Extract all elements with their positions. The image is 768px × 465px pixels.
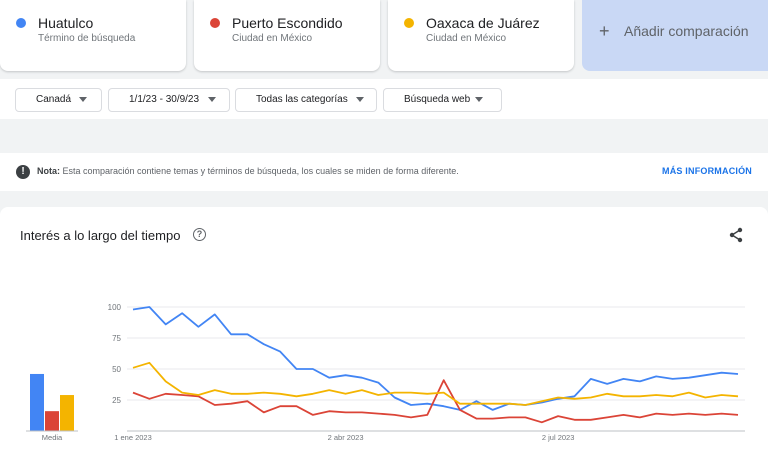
- x-tick-label: 1 ene 2023: [114, 433, 152, 442]
- note-body: Esta comparación contiene temas y términ…: [62, 166, 459, 176]
- term-subtitle: Término de búsqueda: [38, 33, 136, 44]
- term-name: Oaxaca de Juárez: [426, 15, 540, 31]
- category-dropdown[interactable]: Todas las categorías: [235, 88, 377, 112]
- y-tick-label: 25: [112, 396, 121, 405]
- dropdown-arrow-icon: [475, 97, 483, 102]
- average-label: Media: [42, 433, 63, 442]
- add-comparison-button[interactable]: + Añadir comparación: [582, 0, 768, 71]
- interest-over-time-panel: Interés a lo largo del tiempo ? 100 75 50 2…: [0, 207, 768, 465]
- x-tick-label: 2 abr 2023: [328, 433, 364, 442]
- y-tick-label: 100: [108, 303, 122, 312]
- series-color-dot: [210, 18, 220, 28]
- date-range-dropdown[interactable]: 1/1/23 - 30/9/23: [108, 88, 230, 112]
- add-comparison-label: Añadir comparación: [624, 23, 749, 39]
- search-type-value: Búsqueda web: [404, 94, 471, 105]
- region-dropdown[interactable]: Canadá: [15, 88, 102, 112]
- series-color-dot: [404, 18, 414, 28]
- search-type-dropdown[interactable]: Búsqueda web: [383, 88, 502, 112]
- dropdown-arrow-icon: [356, 97, 364, 102]
- series-line: [132, 361, 739, 406]
- plus-icon: +: [599, 21, 610, 41]
- note-label: Nota:: [37, 166, 60, 176]
- term-name: Puerto Escondido: [232, 15, 343, 31]
- term-card-oaxaca[interactable]: Oaxaca de Juárez Ciudad en México: [388, 0, 574, 71]
- dropdown-arrow-icon: [79, 97, 87, 102]
- interest-chart[interactable]: 100 75 50 25 1 ene 2023 2 abr 2023 2 jul 2023 M…: [0, 207, 768, 465]
- term-name: Huatulco: [38, 15, 94, 31]
- help-icon[interactable]: ?: [193, 228, 206, 241]
- series-color-dot: [16, 18, 26, 28]
- series-line: [132, 306, 739, 411]
- dropdown-arrow-icon: [208, 97, 216, 102]
- region-value: Canadá: [36, 94, 72, 105]
- average-bar: [30, 373, 44, 431]
- panel-title: Interés a lo largo del tiempo: [20, 228, 181, 243]
- term-subtitle: Ciudad en México: [232, 33, 313, 44]
- term-subtitle: Ciudad en México: [426, 33, 507, 44]
- x-tick-label: 2 jul 2023: [542, 433, 575, 442]
- comparison-note: ! Nota: Esta comparación contiene temas …: [0, 153, 768, 191]
- date-range-value: 1/1/23 - 30/9/23: [129, 94, 200, 105]
- category-value: Todas las categorías: [256, 94, 348, 105]
- share-icon[interactable]: [728, 227, 744, 243]
- series-line: [132, 379, 739, 424]
- note-text: Nota: Esta comparación contiene temas y …: [37, 166, 459, 176]
- y-tick-label: 50: [112, 365, 121, 374]
- average-bar: [45, 411, 59, 431]
- term-card-puerto-escondido[interactable]: Puerto Escondido Ciudad en México: [194, 0, 380, 71]
- info-icon: !: [16, 165, 30, 179]
- average-bar: [60, 395, 74, 431]
- more-info-link[interactable]: MÁS INFORMACIÓN: [662, 166, 752, 176]
- term-card-huatulco[interactable]: Huatulco Término de búsqueda: [0, 0, 186, 71]
- y-tick-label: 75: [112, 334, 121, 343]
- filters-bar: Canadá 1/1/23 - 30/9/23 Todas las catego…: [0, 79, 768, 119]
